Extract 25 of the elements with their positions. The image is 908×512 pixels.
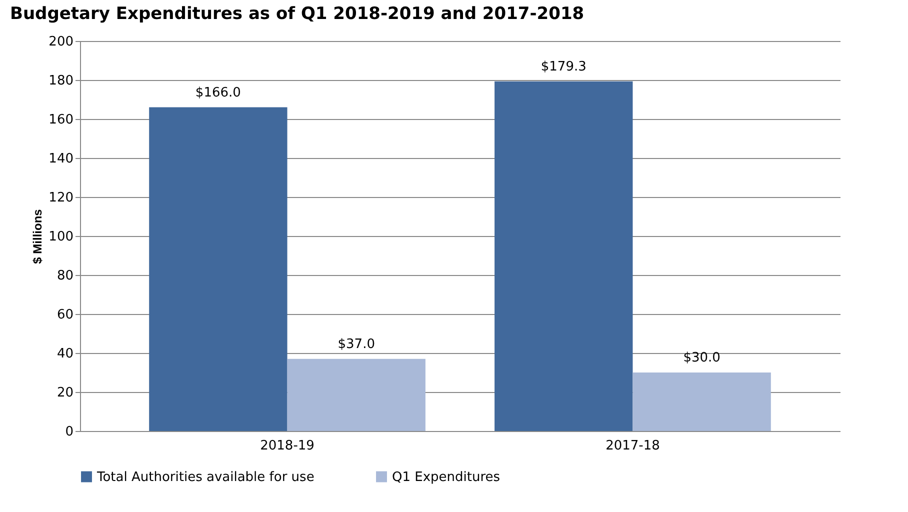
y-tick-label: 160 [48, 112, 74, 128]
y-tick-label: 140 [48, 152, 74, 166]
bar [494, 81, 633, 431]
chart-title: Budgetary Expenditures as of Q1 2018-2019 and 2017-2018 [10, 4, 584, 24]
y-tick-label: 60 [56, 308, 74, 322]
x-tick-label: 2018-19 [260, 438, 314, 454]
y-tick-label: 80 [56, 268, 74, 284]
data-label: $166.0 [195, 85, 241, 100]
legend-label: Q1 Expenditures [392, 470, 500, 485]
y-tick-label: 180 [48, 74, 74, 88]
legend-label: Total Authorities available for use [96, 470, 314, 485]
y-tick-label: 100 [48, 230, 74, 244]
y-tick-label: 120 [48, 190, 74, 206]
y-axis-title: $ Millions [30, 208, 45, 264]
y-tick-label: 200 [48, 34, 74, 50]
y-tick-label: 20 [56, 386, 74, 400]
x-tick-label: 2017-18 [606, 438, 660, 454]
data-label: $30.0 [683, 350, 720, 366]
bar [287, 358, 426, 431]
y-tick-label: 0 [65, 424, 74, 440]
y-tick-label: 40 [56, 346, 74, 362]
data-label: $37.0 [338, 336, 375, 352]
bar [632, 372, 771, 431]
data-label: $179.3 [540, 59, 586, 74]
bar [149, 107, 288, 431]
